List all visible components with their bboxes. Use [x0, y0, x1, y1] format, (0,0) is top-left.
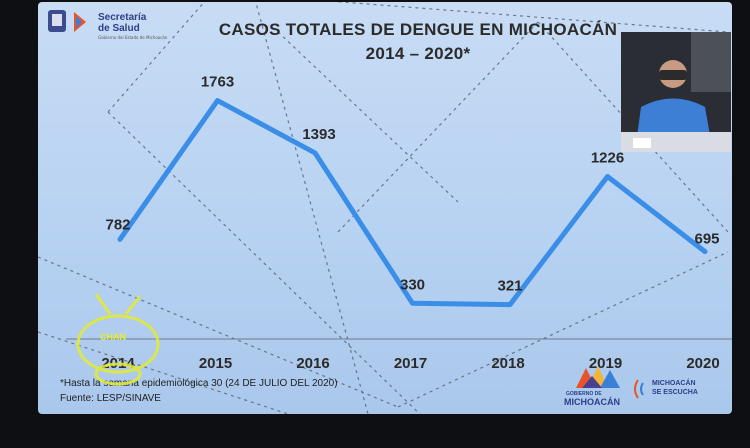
footnote-week: *Hasta la semana epidemiológica 30 (24 D… [60, 378, 338, 389]
state-logo-icon [576, 366, 620, 388]
chart-subtitle: 2014 – 2020* [365, 44, 471, 63]
data-label-2017: 330 [400, 276, 425, 293]
presenter-video-icon [621, 32, 731, 152]
state-logo-line1: GOBIERNO DE [566, 391, 602, 397]
data-label-2019: 1226 [591, 150, 624, 167]
x-tick-2018: 2018 [491, 355, 524, 372]
data-label-2018: 321 [497, 278, 522, 295]
mascot-watermark-icon [76, 293, 160, 386]
state-logo-line2: MICHOACÁN [564, 397, 620, 407]
health-agency-logo: Secretaría de Salud Gobierno del Estado … [46, 8, 196, 48]
slide-screen: Secretaría de Salud Gobierno del Estado … [38, 2, 732, 414]
data-label-2016: 1393 [302, 126, 335, 143]
x-tick-2017: 2017 [394, 355, 427, 372]
footnote-source: Fuente: LESP/SINAVE [60, 393, 161, 404]
agency-subtitle: Gobierno del Estado de Michoacán [98, 35, 168, 40]
agency-name-line1: Secretaría [98, 12, 147, 23]
government-branding: GOBIERNO DE MICHOACÁN MICHOACÁN SE ESCUC… [558, 362, 728, 412]
agency-name-line2: de Salud [98, 23, 140, 34]
chart-title: CASOS TOTALES DE DENGUE EN MICHOACÁN [218, 20, 618, 39]
data-label-2014: 782 [105, 216, 130, 233]
watermark-logo: CHAN [66, 292, 176, 402]
x-tick-2020: 2020 [686, 355, 719, 372]
sound-wave-icon [634, 379, 644, 399]
video-inset [621, 32, 731, 152]
data-label-2020: 695 [694, 231, 719, 248]
data-label-2015: 1763 [201, 74, 234, 91]
state-shield-icon [48, 10, 86, 32]
slogan-line2: SE ESCUCHA [652, 389, 698, 396]
x-tick-2015: 2015 [199, 355, 232, 372]
x-tick-2019: 2019 [589, 355, 622, 372]
series-line [117, 98, 708, 308]
agency-name: Secretaría de Salud [98, 12, 146, 34]
x-tick-2016: 2016 [296, 355, 329, 372]
watermark-text: CHAN [100, 332, 126, 342]
slogan-line1: MICHOACÁN [652, 380, 696, 387]
